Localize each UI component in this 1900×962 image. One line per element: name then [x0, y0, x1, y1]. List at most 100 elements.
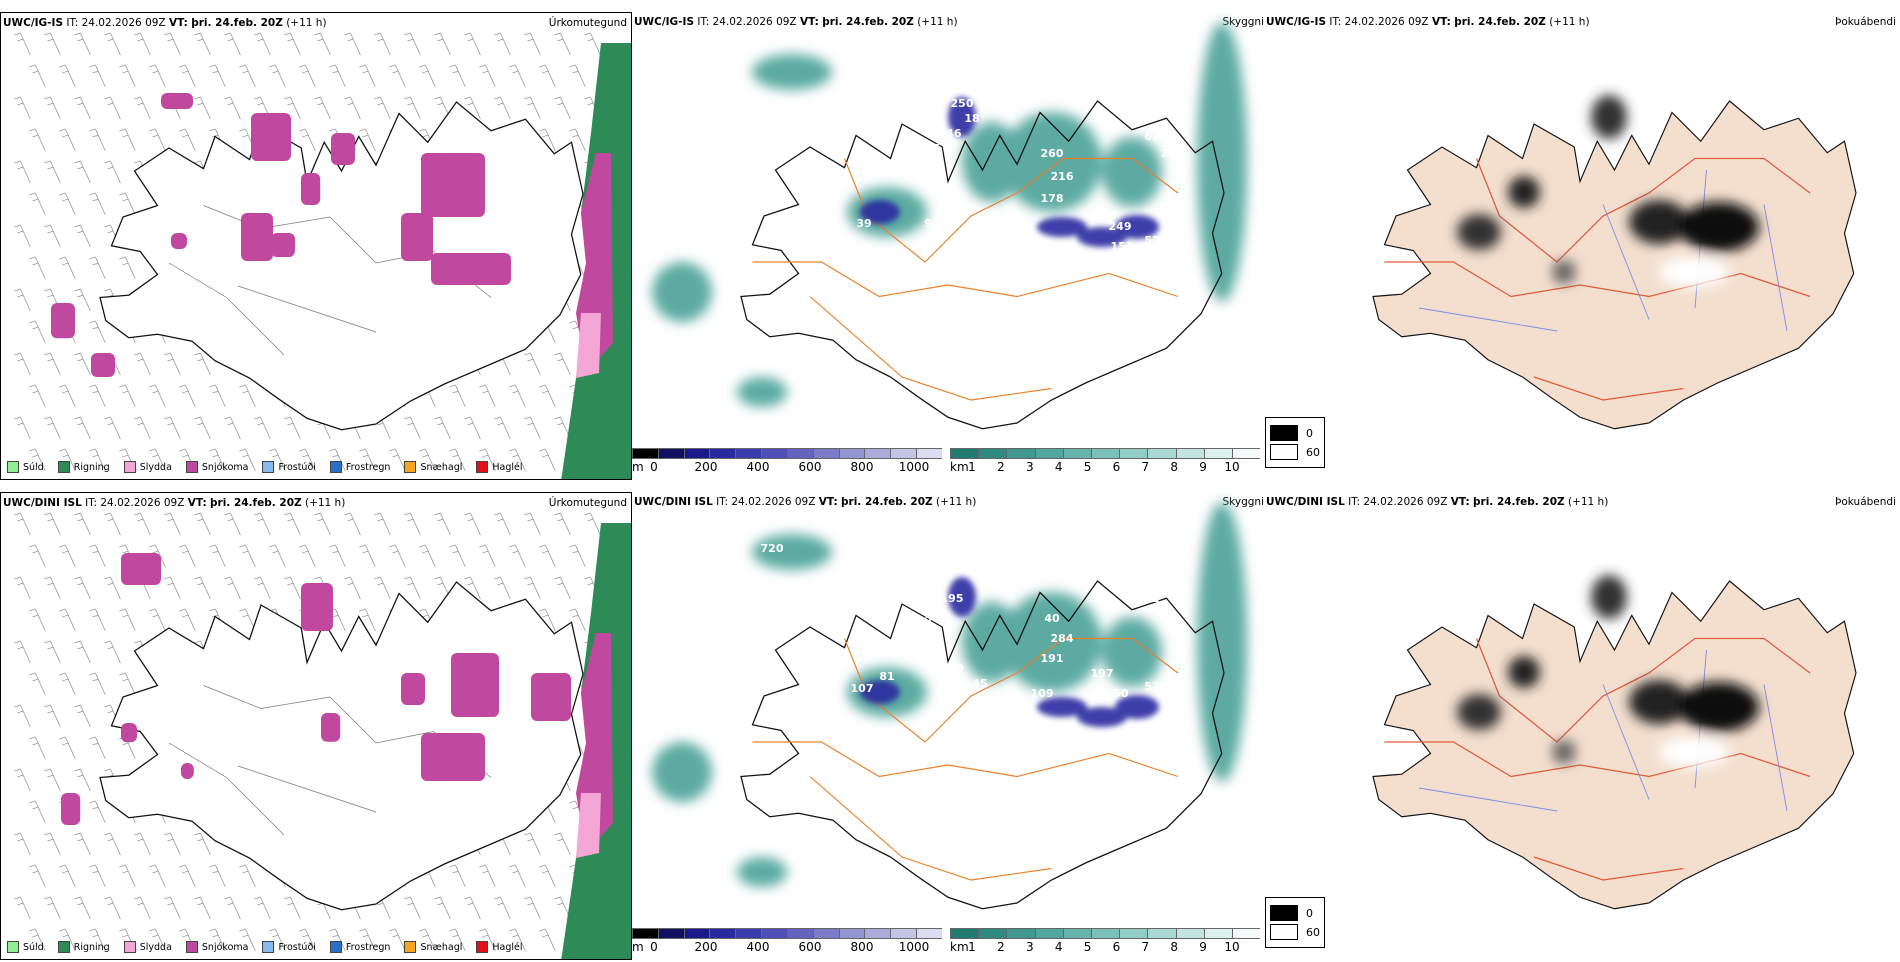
cloud-base-value: 52 — [1144, 680, 1159, 693]
fog-cores — [1457, 95, 1759, 287]
fog-map[interactable] — [1264, 492, 1896, 960]
fog-land — [1372, 100, 1857, 430]
colorbar-cell — [1034, 448, 1063, 459]
colorbar-tick: 8 — [1170, 460, 1179, 474]
precip-map[interactable] — [1, 13, 632, 480]
fog-legend-label: 60 — [1306, 925, 1320, 939]
colorbar-cell — [683, 928, 710, 939]
cloud-base-cores — [860, 577, 1159, 727]
cloud-base-value: 93 — [994, 690, 1009, 703]
legend-label: Snjókoma — [201, 461, 249, 473]
legend-label: Frostúði — [278, 461, 316, 473]
colorbar-cell — [1006, 928, 1035, 939]
colorbar-cell — [950, 448, 979, 459]
cloud-base-value: 720 — [761, 542, 784, 555]
colorbar-tick: 0 — [650, 940, 658, 954]
cloud-base-value: 107 — [851, 682, 874, 695]
legend-swatch — [57, 941, 70, 953]
precip-map[interactable] — [1, 493, 632, 960]
header-lead: (+11 h) — [917, 16, 958, 28]
colorbar-cell — [786, 448, 813, 459]
colorbar-cell — [950, 928, 979, 939]
legend-label: Frostregn — [345, 461, 391, 473]
legend-label: Slydda — [139, 941, 172, 953]
forecast-row-2: UWC/DINI ISL IT: 24.02.2026 09Z VT: þri.… — [0, 492, 1900, 962]
cloud-base-value: 106 — [1036, 240, 1059, 253]
cloud-base-value: 151 — [1111, 240, 1134, 253]
header-model: UWC/DINI ISL — [3, 497, 82, 509]
legend-item: Snjókoma — [185, 461, 249, 473]
fog-index-panel: UWC/IG-IS IT: 24.02.2026 09Z VT: þri. 24… — [1264, 12, 1896, 480]
legend-item: Rigning — [57, 941, 110, 953]
colorbar-cell — [1062, 928, 1091, 939]
colorbar-cell — [657, 928, 684, 939]
cloud-base-value: 17 — [924, 142, 939, 155]
cloud-base-value: 178 — [1041, 192, 1064, 205]
colorbar-cell — [657, 448, 684, 459]
header-vt-value: þri. 24.feb. 20Z — [822, 16, 914, 28]
colorbar-cell — [838, 448, 865, 459]
legend-item: Súld — [7, 941, 44, 953]
header-it-label: IT: — [716, 496, 729, 508]
legend-item: Snæhagl — [404, 941, 462, 953]
legend-swatch — [329, 461, 342, 473]
header-it-label: IT: — [697, 16, 710, 28]
legend-swatch — [185, 461, 198, 473]
header-vt-label: VT: — [799, 16, 819, 28]
cloud-base-value: 130 — [941, 662, 964, 675]
colorbar-unit: km — [950, 940, 969, 954]
forecast-row-1: UWC/IG-IS IT: 24.02.2026 09Z VT: þri. 24… — [0, 12, 1900, 482]
colorbar-cell — [1203, 928, 1232, 939]
cloud-base-value: 50 — [924, 612, 940, 625]
visibility-colorbar: km 1 2 3 4 5 6 7 8 9 10 — [950, 928, 1261, 954]
fog-legend: 0 60 — [1265, 417, 1325, 468]
cloud-base-value: 81 — [879, 670, 894, 683]
legend-label: Snæhagl — [420, 461, 463, 473]
colorbar-tick: 4 — [1054, 940, 1063, 954]
colorbar-tick: 200 — [694, 460, 718, 474]
cloud-base-value: 91 — [1164, 612, 1179, 625]
cloud-base-value: 61 — [934, 350, 949, 363]
header-model: UWC/IG-IS — [634, 16, 695, 28]
colorbar-tick: 7 — [1141, 940, 1150, 954]
header-model: UWC/DINI ISL — [1266, 496, 1345, 508]
header-it-value: 24.02.2026 09Z — [731, 496, 816, 508]
fog-map[interactable] — [1264, 12, 1896, 480]
colorbar-tick: 9 — [1199, 460, 1207, 474]
colorbar-cell — [864, 928, 891, 939]
precip-legend: Súld Rigning Slydda Snjókoma Frostúði Frostre… — [7, 941, 537, 953]
fog-legend-item: 60 — [1270, 924, 1320, 940]
header-lead: (+11 h) — [286, 17, 327, 29]
header-it-value: 24.02.2026 09Z — [712, 16, 797, 28]
header-vt-value: þri. 24.feb. 20Z — [1454, 16, 1546, 28]
colorbar-cell — [735, 928, 762, 939]
colorbar-tick: 5 — [1083, 940, 1092, 954]
colorbar-cell — [632, 448, 658, 459]
header-vt-label: VT: — [1450, 496, 1470, 508]
legend-item: Frostúði — [262, 941, 316, 953]
visibility-panel: UWC/IG-IS IT: 24.02.2026 09Z VT: þri. 24… — [632, 12, 1264, 480]
legend-swatch — [7, 941, 19, 953]
rain-band — [561, 43, 631, 479]
snow-areas — [61, 553, 571, 825]
colorbar-cell — [1175, 928, 1204, 939]
panel-title-precip: Úrkomutegund — [548, 497, 627, 509]
legend-swatch — [329, 941, 342, 953]
colorbar-tick: 600 — [798, 940, 822, 954]
header-model: UWC/IG-IS — [1266, 16, 1327, 28]
colorbar-tick: 2 — [997, 940, 1005, 954]
colorbar-unit: m — [632, 940, 644, 954]
header-vt-value: þri. 24.feb. 20Z — [191, 17, 283, 29]
colorbar-cell — [838, 928, 865, 939]
legend-swatch — [404, 461, 417, 473]
colorbar-cell — [890, 928, 917, 939]
colorbar-cell — [761, 448, 787, 459]
colorbar-cells — [950, 928, 1261, 939]
legend-item: Frostúði — [262, 461, 316, 473]
header-lead: (+11 h) — [304, 497, 346, 509]
cloudbase-colorbar: m 0 200 400 600 800 1000 — [632, 448, 942, 474]
colorbar-tick: 3 — [1025, 460, 1034, 474]
